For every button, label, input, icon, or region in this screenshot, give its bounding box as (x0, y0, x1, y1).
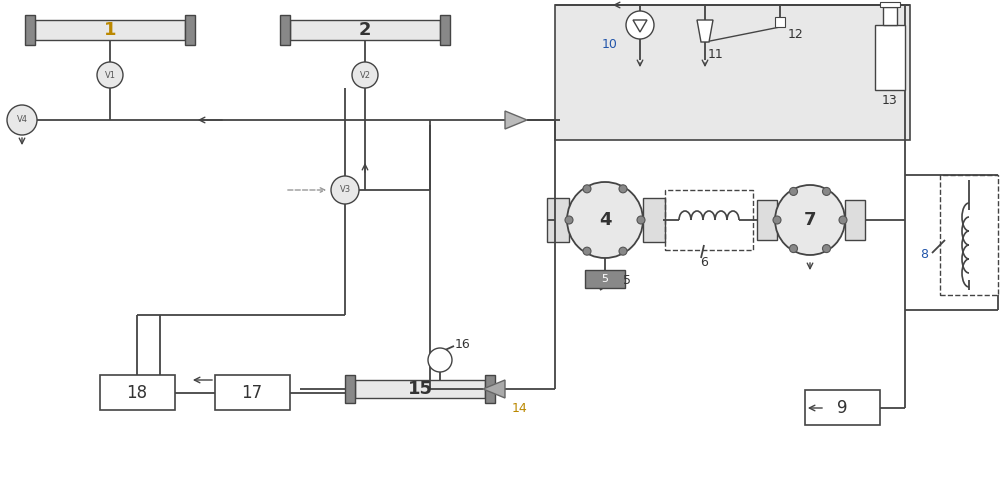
Text: 1: 1 (104, 21, 116, 39)
Bar (547, 198, 569, 242)
Polygon shape (483, 380, 505, 398)
Circle shape (773, 216, 781, 224)
Polygon shape (697, 20, 713, 42)
Text: 13: 13 (882, 94, 898, 107)
Circle shape (583, 185, 591, 193)
Text: 10: 10 (602, 38, 618, 51)
Circle shape (619, 247, 627, 255)
Bar (875, 25, 905, 90)
Text: V3: V3 (339, 185, 351, 194)
Text: V4: V4 (16, 116, 28, 124)
Text: 11: 11 (708, 48, 724, 61)
Bar (775, 17, 785, 27)
Circle shape (565, 216, 573, 224)
Circle shape (97, 62, 123, 88)
Bar (585, 270, 625, 288)
Text: 6: 6 (700, 255, 708, 268)
Bar (25, 15, 35, 45)
Text: 9: 9 (837, 399, 847, 417)
Circle shape (428, 348, 452, 372)
Polygon shape (633, 20, 647, 32)
Bar (290, 20, 440, 40)
Bar (757, 200, 777, 240)
Bar (643, 198, 665, 242)
Bar (883, 7, 897, 25)
Text: 16: 16 (455, 338, 471, 351)
Circle shape (790, 245, 798, 252)
Circle shape (637, 216, 645, 224)
Bar (880, 2, 900, 7)
Bar (280, 15, 290, 45)
Text: 18: 18 (126, 384, 148, 402)
Circle shape (839, 216, 847, 224)
Text: 15: 15 (408, 380, 432, 398)
Bar (940, 175, 998, 295)
Circle shape (775, 185, 845, 255)
Bar (845, 200, 865, 240)
Text: 4: 4 (599, 211, 611, 229)
Bar (215, 375, 290, 410)
Text: 12: 12 (788, 27, 804, 40)
Circle shape (331, 176, 359, 204)
Text: 7: 7 (804, 211, 816, 229)
Text: 5: 5 (623, 274, 631, 287)
Bar (345, 375, 355, 403)
Text: V2: V2 (360, 71, 370, 80)
Circle shape (583, 247, 591, 255)
Text: 2: 2 (359, 21, 371, 39)
Text: V1: V1 (104, 71, 116, 80)
Bar (185, 15, 195, 45)
Polygon shape (505, 111, 527, 129)
Circle shape (790, 187, 798, 195)
Circle shape (822, 245, 830, 252)
Circle shape (352, 62, 378, 88)
Bar (35, 20, 185, 40)
Bar (440, 15, 450, 45)
Bar (555, 5, 910, 140)
Text: 17: 17 (241, 384, 263, 402)
Circle shape (619, 185, 627, 193)
Circle shape (7, 105, 37, 135)
Text: 14: 14 (512, 401, 528, 415)
Bar (485, 375, 495, 403)
Circle shape (567, 182, 643, 258)
Bar (665, 190, 753, 250)
Text: 5: 5 (602, 274, 608, 284)
Circle shape (626, 11, 654, 39)
Circle shape (822, 187, 830, 195)
Bar (355, 380, 485, 398)
Text: 8: 8 (920, 249, 928, 262)
Bar (805, 390, 880, 425)
Bar (100, 375, 175, 410)
